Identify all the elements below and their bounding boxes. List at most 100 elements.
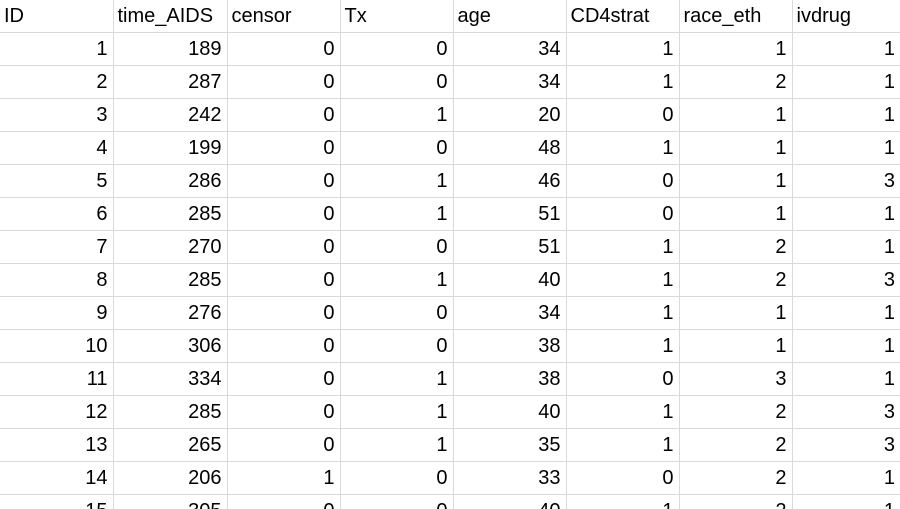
cell[interactable]: 1 bbox=[566, 65, 680, 99]
cell[interactable]: 276 bbox=[113, 296, 228, 330]
cell[interactable]: 0 bbox=[227, 131, 341, 165]
cell[interactable]: 0 bbox=[227, 164, 341, 198]
cell[interactable]: 40 bbox=[453, 395, 567, 429]
cell[interactable]: 8 bbox=[0, 263, 114, 297]
cell[interactable]: 14 bbox=[0, 461, 114, 495]
cell[interactable]: 1 bbox=[340, 98, 454, 132]
cell[interactable]: 1 bbox=[792, 494, 900, 509]
cell[interactable]: 287 bbox=[113, 65, 228, 99]
cell[interactable]: 1 bbox=[792, 461, 900, 495]
cell[interactable]: 1 bbox=[679, 296, 793, 330]
cell[interactable]: 0 bbox=[227, 329, 341, 363]
cell[interactable]: 285 bbox=[113, 197, 228, 231]
cell[interactable]: 1 bbox=[566, 230, 680, 264]
cell[interactable]: 0 bbox=[227, 230, 341, 264]
cell[interactable]: 1 bbox=[340, 263, 454, 297]
cell[interactable]: 1 bbox=[679, 197, 793, 231]
cell[interactable]: 0 bbox=[340, 32, 454, 66]
cell[interactable]: 0 bbox=[227, 428, 341, 462]
cell[interactable]: 48 bbox=[453, 131, 567, 165]
cell[interactable]: 1 bbox=[792, 65, 900, 99]
cell[interactable]: 1 bbox=[679, 32, 793, 66]
cell[interactable]: 1 bbox=[340, 428, 454, 462]
column-header-id[interactable]: ID bbox=[0, 0, 114, 33]
cell[interactable]: 11 bbox=[0, 362, 114, 396]
cell[interactable]: 1 bbox=[340, 395, 454, 429]
column-header-tx[interactable]: Tx bbox=[340, 0, 454, 33]
cell[interactable]: 1 bbox=[566, 131, 680, 165]
cell[interactable]: 206 bbox=[113, 461, 228, 495]
cell[interactable]: 46 bbox=[453, 164, 567, 198]
cell[interactable]: 0 bbox=[340, 296, 454, 330]
cell[interactable]: 3 bbox=[792, 263, 900, 297]
cell[interactable]: 242 bbox=[113, 98, 228, 132]
cell[interactable]: 0 bbox=[340, 329, 454, 363]
cell[interactable]: 1 bbox=[792, 32, 900, 66]
column-header-time-aids[interactable]: time_AIDS bbox=[113, 0, 228, 33]
cell[interactable]: 306 bbox=[113, 329, 228, 363]
cell[interactable]: 4 bbox=[0, 131, 114, 165]
cell[interactable]: 3 bbox=[0, 98, 114, 132]
cell[interactable]: 2 bbox=[679, 494, 793, 509]
cell[interactable]: 2 bbox=[679, 230, 793, 264]
cell[interactable]: 189 bbox=[113, 32, 228, 66]
cell[interactable]: 270 bbox=[113, 230, 228, 264]
cell[interactable]: 2 bbox=[679, 395, 793, 429]
cell[interactable]: 286 bbox=[113, 164, 228, 198]
cell[interactable]: 199 bbox=[113, 131, 228, 165]
cell[interactable]: 2 bbox=[679, 461, 793, 495]
cell[interactable]: 1 bbox=[566, 263, 680, 297]
cell[interactable]: 34 bbox=[453, 65, 567, 99]
cell[interactable]: 2 bbox=[0, 65, 114, 99]
cell[interactable]: 40 bbox=[453, 263, 567, 297]
cell[interactable]: 285 bbox=[113, 263, 228, 297]
cell[interactable]: 0 bbox=[227, 263, 341, 297]
cell[interactable]: 0 bbox=[227, 296, 341, 330]
cell[interactable]: 2 bbox=[679, 263, 793, 297]
cell[interactable]: 40 bbox=[453, 494, 567, 509]
cell[interactable]: 0 bbox=[566, 461, 680, 495]
cell[interactable]: 0 bbox=[227, 197, 341, 231]
cell[interactable]: 1 bbox=[566, 296, 680, 330]
cell[interactable]: 51 bbox=[453, 230, 567, 264]
cell[interactable]: 20 bbox=[453, 98, 567, 132]
cell[interactable]: 0 bbox=[227, 32, 341, 66]
column-header-race-eth[interactable]: race_eth bbox=[679, 0, 793, 33]
cell[interactable]: 38 bbox=[453, 362, 567, 396]
column-header-ivdrug[interactable]: ivdrug bbox=[792, 0, 900, 33]
cell[interactable]: 10 bbox=[0, 329, 114, 363]
column-header-censor[interactable]: censor bbox=[227, 0, 341, 33]
cell[interactable]: 3 bbox=[792, 428, 900, 462]
cell[interactable]: 9 bbox=[0, 296, 114, 330]
cell[interactable]: 1 bbox=[792, 296, 900, 330]
cell[interactable]: 1 bbox=[340, 164, 454, 198]
cell[interactable]: 34 bbox=[453, 296, 567, 330]
cell[interactable]: 285 bbox=[113, 395, 228, 429]
cell[interactable]: 0 bbox=[227, 98, 341, 132]
cell[interactable]: 0 bbox=[340, 230, 454, 264]
cell[interactable]: 0 bbox=[227, 494, 341, 509]
cell[interactable]: 0 bbox=[566, 197, 680, 231]
cell[interactable]: 12 bbox=[0, 395, 114, 429]
cell[interactable]: 33 bbox=[453, 461, 567, 495]
cell[interactable]: 0 bbox=[340, 494, 454, 509]
cell[interactable]: 1 bbox=[679, 164, 793, 198]
cell[interactable]: 1 bbox=[566, 32, 680, 66]
cell[interactable]: 1 bbox=[792, 131, 900, 165]
cell[interactable]: 7 bbox=[0, 230, 114, 264]
cell[interactable]: 1 bbox=[566, 329, 680, 363]
cell[interactable]: 0 bbox=[340, 131, 454, 165]
cell[interactable]: 0 bbox=[227, 65, 341, 99]
cell[interactable]: 265 bbox=[113, 428, 228, 462]
cell[interactable]: 3 bbox=[792, 164, 900, 198]
cell[interactable]: 1 bbox=[792, 362, 900, 396]
column-header-age[interactable]: age bbox=[453, 0, 567, 33]
cell[interactable]: 1 bbox=[227, 461, 341, 495]
cell[interactable]: 1 bbox=[340, 197, 454, 231]
cell[interactable]: 0 bbox=[566, 164, 680, 198]
column-header-cd4strat[interactable]: CD4strat bbox=[566, 0, 680, 33]
cell[interactable]: 1 bbox=[792, 329, 900, 363]
cell[interactable]: 1 bbox=[679, 98, 793, 132]
cell[interactable]: 3 bbox=[679, 362, 793, 396]
cell[interactable]: 0 bbox=[340, 461, 454, 495]
